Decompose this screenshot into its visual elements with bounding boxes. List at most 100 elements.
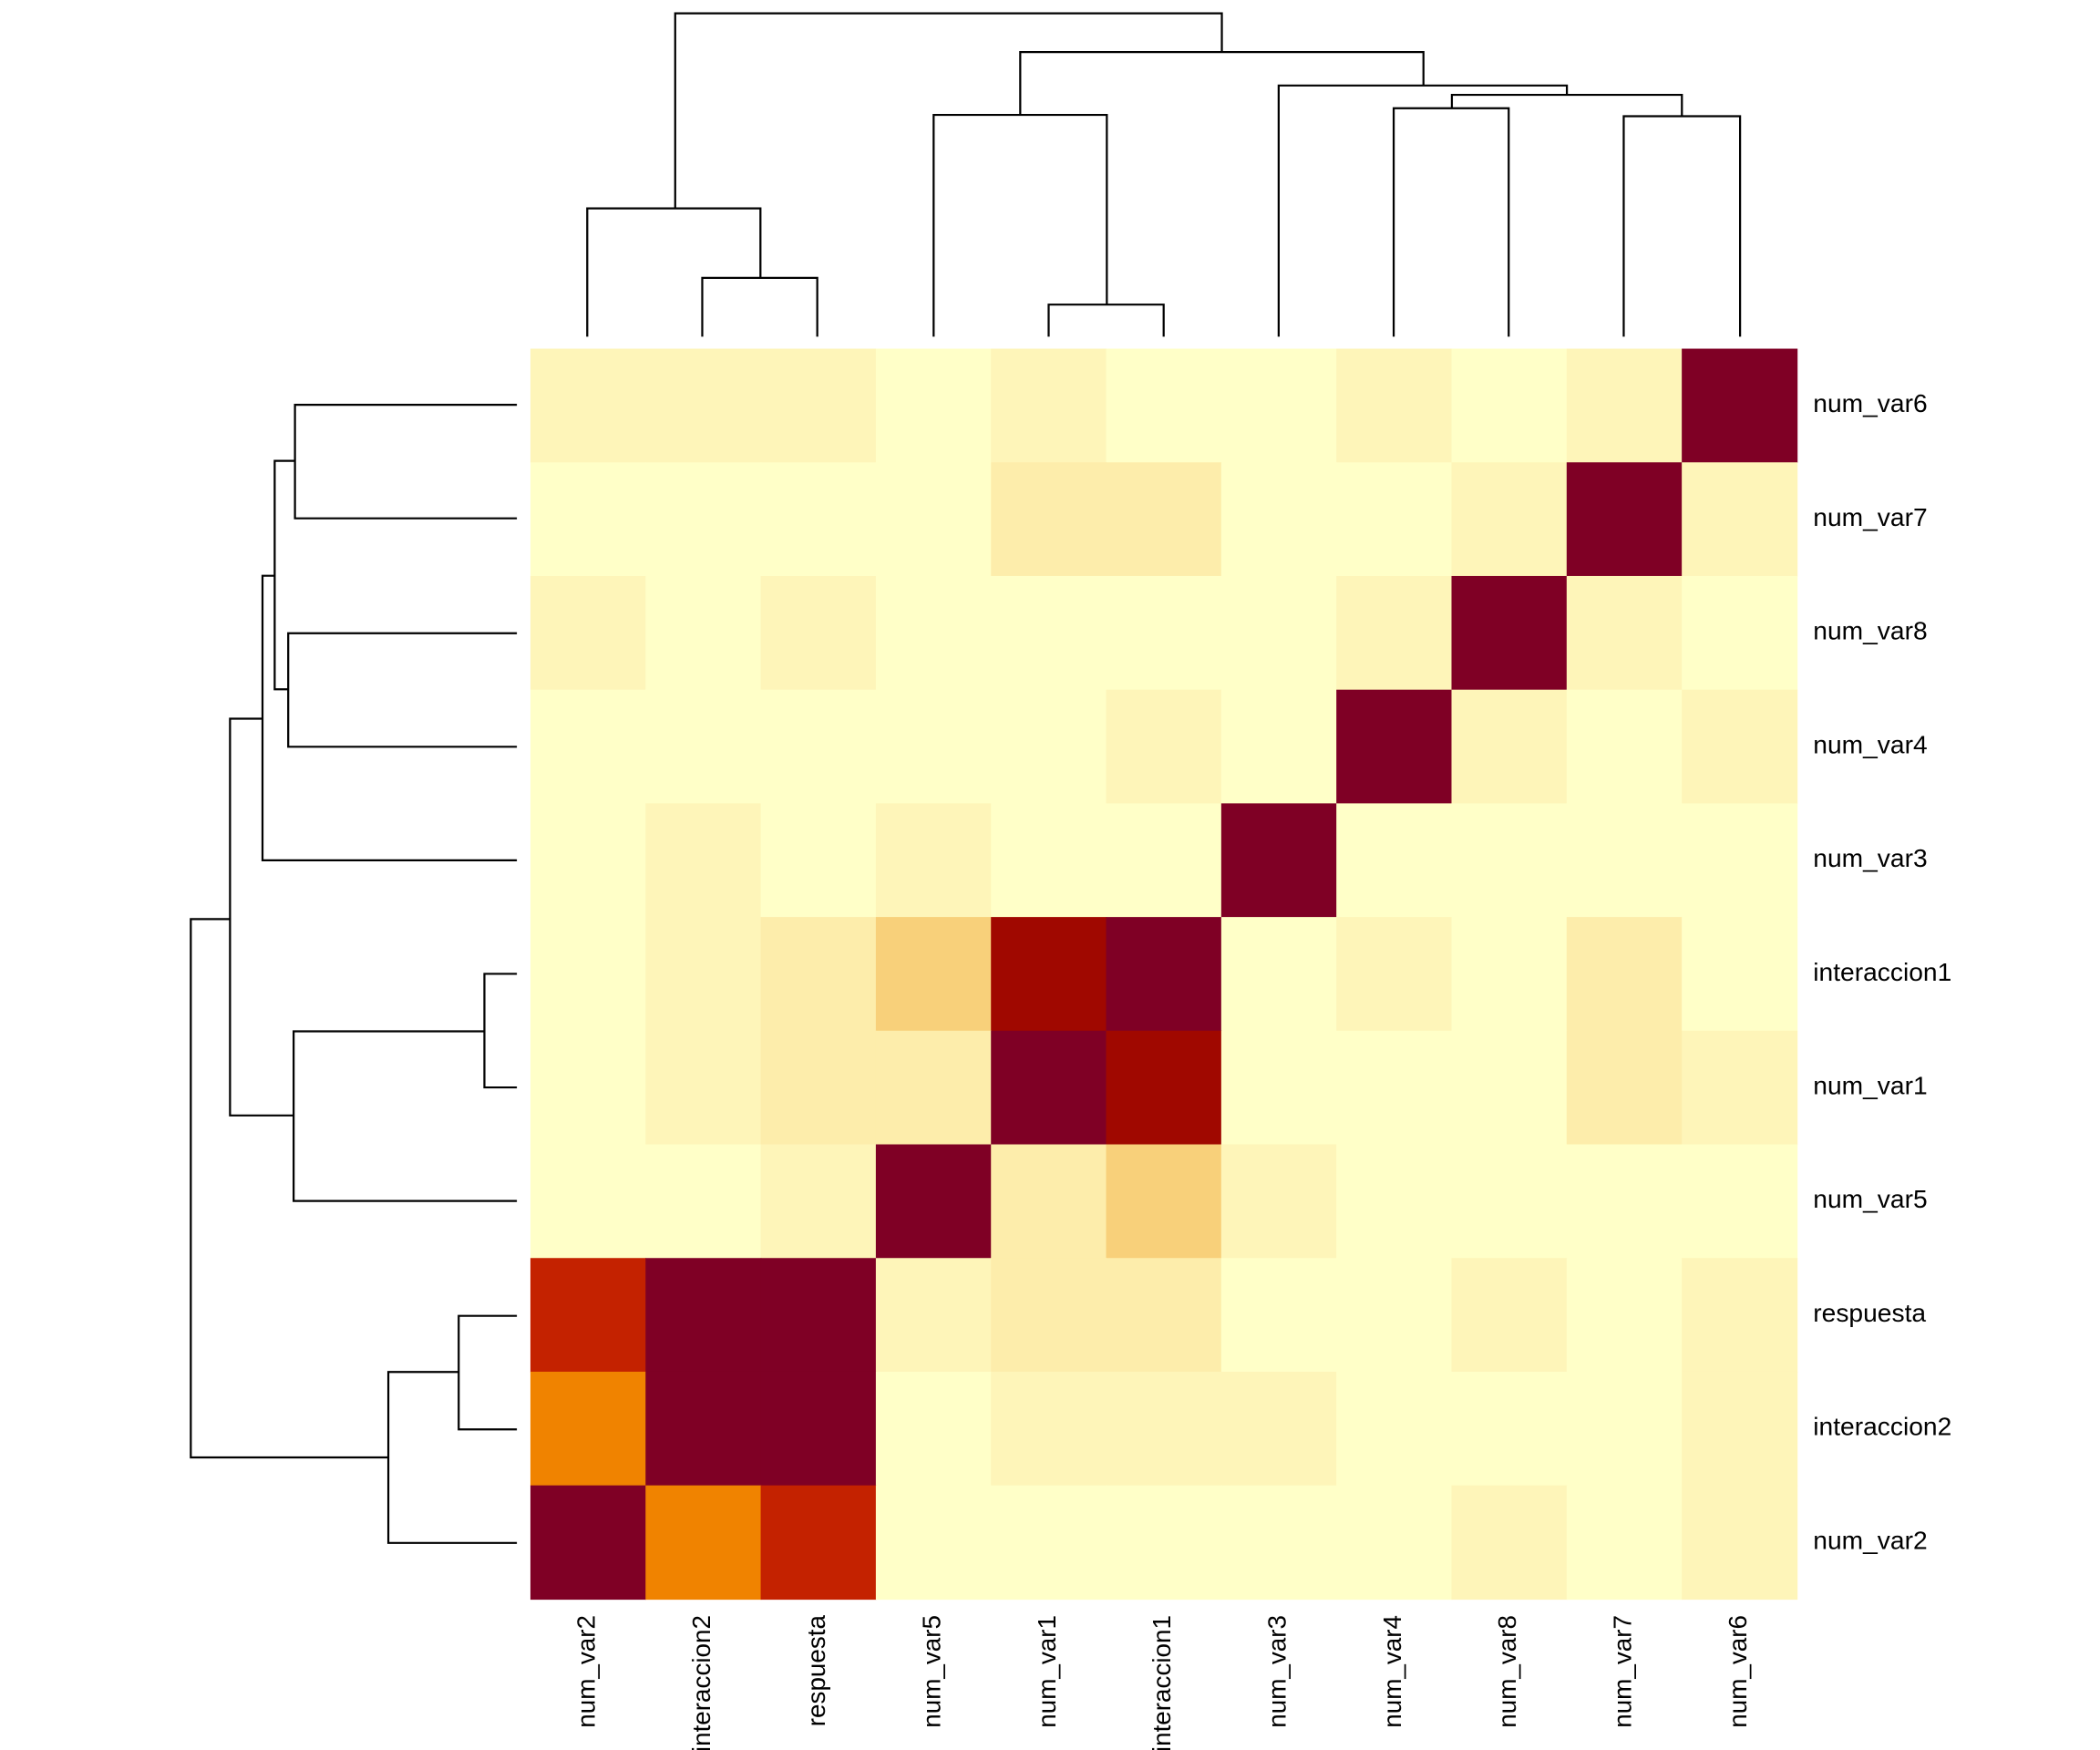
column-label: num_var5 <box>917 1615 945 1728</box>
heatmap-cell <box>645 689 762 805</box>
heatmap-cell <box>530 462 647 577</box>
heatmap-cell <box>530 1371 647 1487</box>
heatmap-cell <box>1106 1144 1222 1259</box>
heatmap-cell <box>1682 1371 1798 1487</box>
heatmap-cell <box>760 917 877 1032</box>
heatmap-cell <box>1682 1258 1798 1373</box>
heatmap-cell <box>645 575 762 691</box>
heatmap-cell <box>1106 1371 1222 1487</box>
heatmap-cell <box>1336 1144 1453 1259</box>
heatmap-cell <box>1566 689 1683 805</box>
heatmap-cell <box>1336 1030 1453 1146</box>
heatmap-cell <box>875 1030 992 1146</box>
heatmap-cell <box>760 462 877 577</box>
column-dendrogram <box>586 12 1742 337</box>
heatmap-cell <box>1220 1371 1337 1487</box>
heatmap-cell <box>1566 917 1683 1032</box>
heatmap-cell <box>645 1144 762 1259</box>
heatmap-cell <box>645 803 762 918</box>
column-label: num_var7 <box>1608 1615 1636 1728</box>
heatmap-cell <box>991 917 1107 1032</box>
row-label: num_var5 <box>1813 1185 1927 1213</box>
column-label: num_var1 <box>1033 1615 1061 1728</box>
heatmap-cell <box>1220 689 1337 805</box>
row-label: num_var8 <box>1813 617 1927 645</box>
heatmap-cell <box>530 348 647 463</box>
heatmap-cell <box>1451 1258 1568 1373</box>
heatmap-cell <box>1566 1485 1683 1601</box>
column-label: num_var2 <box>571 1615 600 1728</box>
column-label: respuesta <box>802 1615 830 1727</box>
heatmap-cell <box>1220 917 1337 1032</box>
heatmap-cell <box>875 1258 992 1373</box>
column-label: num_var8 <box>1493 1615 1521 1728</box>
heatmap-cell <box>1336 575 1453 691</box>
heatmap-cell <box>1451 689 1568 805</box>
heatmap-cell <box>1220 575 1337 691</box>
heatmap-cell <box>875 348 992 463</box>
row-label: num_var1 <box>1813 1072 1927 1100</box>
heatmap-cell <box>991 803 1107 918</box>
heatmap-cell <box>991 462 1107 577</box>
heatmap-cell <box>1106 803 1222 918</box>
heatmap-cell <box>1451 575 1568 691</box>
heatmap-cell <box>1220 348 1337 463</box>
heatmap-cell <box>1220 1030 1337 1146</box>
heatmap-cell <box>991 689 1107 805</box>
heatmap-cell <box>1682 917 1798 1032</box>
heatmap-cell <box>991 1371 1107 1487</box>
heatmap-cell <box>760 803 877 918</box>
column-label: num_var3 <box>1262 1615 1291 1728</box>
heatmap-cell <box>991 1030 1107 1146</box>
heatmap-cell <box>1682 575 1798 691</box>
heatmap-cell <box>760 1144 877 1259</box>
heatmap-cell <box>1566 348 1683 463</box>
heatmap-cell <box>991 1258 1107 1373</box>
heatmap-cell <box>875 803 992 918</box>
heatmap-cell <box>645 1371 762 1487</box>
heatmap-cell <box>875 689 992 805</box>
heatmap-cell <box>530 917 647 1032</box>
heatmap-cell <box>760 1371 877 1487</box>
heatmap-cell <box>991 575 1107 691</box>
row-dendrogram <box>190 403 518 1544</box>
heatmap-cell <box>530 1030 647 1146</box>
heatmap-cell <box>645 462 762 577</box>
heatmap-cell <box>1566 1258 1683 1373</box>
heatmap-cell <box>530 575 647 691</box>
heatmap-cell <box>1106 462 1222 577</box>
heatmap-cell <box>1106 348 1222 463</box>
heatmap-cell <box>1682 689 1798 805</box>
heatmap-cell <box>760 689 877 805</box>
heatmap-cell <box>1106 917 1222 1032</box>
heatmap-cell <box>1682 803 1798 918</box>
row-label: num_var3 <box>1813 844 1927 872</box>
heatmap-cell <box>645 1485 762 1601</box>
heatmap-cell <box>530 689 647 805</box>
heatmap-cell <box>760 1258 877 1373</box>
row-label: num_var7 <box>1813 503 1927 531</box>
heatmap-cell <box>1106 1030 1222 1146</box>
heatmap-cell <box>760 575 877 691</box>
heatmap-cell <box>1566 1030 1683 1146</box>
heatmap-cell <box>991 1485 1107 1601</box>
heatmap-cell <box>1682 1030 1798 1146</box>
heatmap-cell <box>875 1144 992 1259</box>
row-label: respuesta <box>1813 1299 1926 1327</box>
heatmap-cell <box>645 917 762 1032</box>
heatmap-cell <box>530 803 647 918</box>
heatmap-cell <box>760 348 877 463</box>
heatmap-cell <box>1682 1144 1798 1259</box>
column-label: num_var4 <box>1378 1615 1406 1728</box>
heatmap-cell <box>1220 1258 1337 1373</box>
heatmap-cell <box>1106 1258 1222 1373</box>
heatmap-cell <box>1451 1371 1568 1487</box>
heatmap-cell <box>875 1485 992 1601</box>
heatmap-cell <box>760 1485 877 1601</box>
heatmap-cell <box>1566 575 1683 691</box>
heatmap-cell <box>1682 348 1798 463</box>
heatmap-cell <box>1566 803 1683 918</box>
row-label: num_var4 <box>1813 731 1927 759</box>
